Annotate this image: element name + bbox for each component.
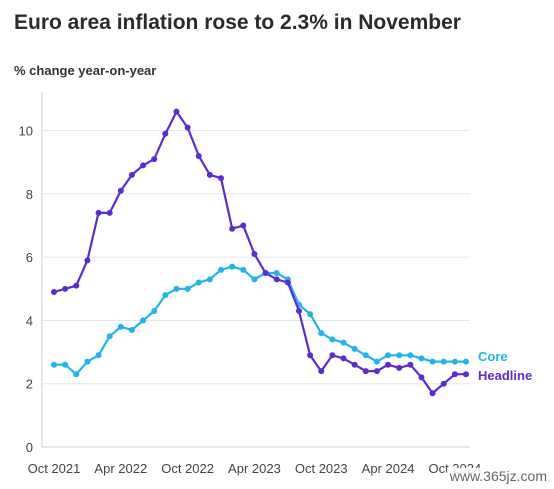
data-point-headline — [251, 251, 258, 258]
data-point-headline — [362, 368, 369, 375]
data-point-headline — [307, 352, 314, 359]
series-line-headline — [53, 110, 466, 395]
data-point-core — [117, 323, 124, 330]
y-axis-unit-label: % change year-on-year — [14, 63, 157, 78]
data-point-headline — [351, 361, 358, 368]
data-point-headline — [385, 361, 392, 368]
data-point-headline — [73, 282, 80, 289]
data-point-headline — [140, 162, 147, 169]
data-point-core — [173, 285, 180, 292]
data-point-headline — [184, 124, 191, 131]
y-tick-label: 8 — [26, 187, 33, 202]
series-label-core: Core — [478, 349, 508, 364]
data-point-headline — [117, 187, 124, 194]
data-point-headline — [195, 152, 202, 159]
x-tick-label: Oct 2022 — [161, 461, 214, 476]
data-point-core — [106, 333, 113, 340]
data-point-core — [307, 311, 314, 318]
series — [51, 108, 469, 397]
data-point-core — [62, 361, 69, 368]
data-point-headline — [295, 307, 302, 314]
data-point-core — [340, 339, 347, 346]
data-point-core — [84, 358, 91, 365]
data-point-headline — [218, 175, 225, 182]
data-point-core — [229, 263, 236, 270]
data-point-core — [440, 358, 447, 365]
data-point-core — [140, 317, 147, 324]
data-point-headline — [463, 371, 469, 378]
data-point-headline — [318, 368, 325, 375]
data-point-core — [195, 279, 202, 286]
data-point-core — [51, 361, 57, 368]
data-point-headline — [440, 380, 447, 387]
data-point-headline — [373, 368, 380, 375]
y-tick-label: 6 — [26, 250, 33, 265]
data-point-headline — [162, 130, 169, 137]
data-point-headline — [206, 171, 213, 178]
data-point-core — [385, 352, 392, 359]
data-point-core — [218, 266, 225, 273]
data-point-core — [151, 307, 158, 314]
chart-title: Euro area inflation rose to 2.3% in Nove… — [14, 11, 461, 34]
y-tick-label: 0 — [26, 440, 33, 455]
data-point-core — [251, 276, 258, 283]
data-point-core — [351, 345, 358, 352]
data-point-headline — [451, 371, 458, 378]
data-point-headline — [262, 270, 269, 276]
watermark: www.365jz.com — [446, 468, 550, 484]
data-point-headline — [418, 374, 425, 381]
data-point-core — [162, 292, 169, 299]
x-tick-label: Apr 2024 — [362, 461, 415, 476]
data-point-core — [128, 326, 135, 333]
data-point-core — [206, 276, 213, 283]
data-point-headline — [128, 171, 135, 178]
data-point-core — [273, 270, 280, 276]
data-point-headline — [407, 361, 414, 368]
data-point-core — [407, 352, 414, 359]
y-tick-label: 4 — [26, 313, 33, 328]
x-tick-label: Oct 2021 — [28, 461, 81, 476]
data-point-core — [418, 355, 425, 362]
data-point-headline — [95, 209, 102, 216]
data-point-core — [329, 336, 336, 343]
x-tick-label: Apr 2022 — [94, 461, 147, 476]
data-point-headline — [240, 222, 247, 229]
data-point-core — [184, 285, 191, 292]
data-point-headline — [173, 108, 180, 115]
data-point-core — [73, 371, 80, 378]
y-tick-label: 2 — [26, 377, 33, 392]
data-point-core — [373, 358, 380, 365]
x-tick-label: Apr 2023 — [228, 461, 281, 476]
series-label-headline: Headline — [478, 368, 532, 383]
series-labels: Core Headline — [478, 349, 532, 383]
data-point-headline — [329, 352, 336, 359]
data-point-core — [451, 358, 458, 365]
axes: 0 2 4 6 8 10 Oct 2021 Apr 2022 Oct 2022 Apr 2023 O… — [19, 92, 481, 476]
y-tick-label: 10 — [19, 124, 33, 139]
data-point-headline — [84, 257, 91, 264]
data-point-headline — [429, 390, 436, 397]
data-point-headline — [273, 276, 280, 283]
data-point-headline — [284, 279, 291, 286]
data-point-headline — [229, 225, 236, 232]
data-point-core — [463, 358, 469, 365]
data-point-headline — [396, 364, 403, 371]
data-point-core — [240, 266, 247, 273]
data-point-core — [396, 352, 403, 359]
data-point-core — [362, 352, 369, 359]
data-point-headline — [340, 355, 347, 362]
data-point-headline — [151, 156, 158, 163]
data-point-headline — [51, 288, 57, 295]
x-tick-label: Oct 2023 — [295, 461, 348, 476]
data-point-headline — [62, 285, 69, 292]
data-point-core — [429, 358, 436, 365]
data-point-core — [318, 330, 325, 337]
data-point-headline — [106, 209, 113, 216]
data-point-core — [95, 352, 102, 359]
